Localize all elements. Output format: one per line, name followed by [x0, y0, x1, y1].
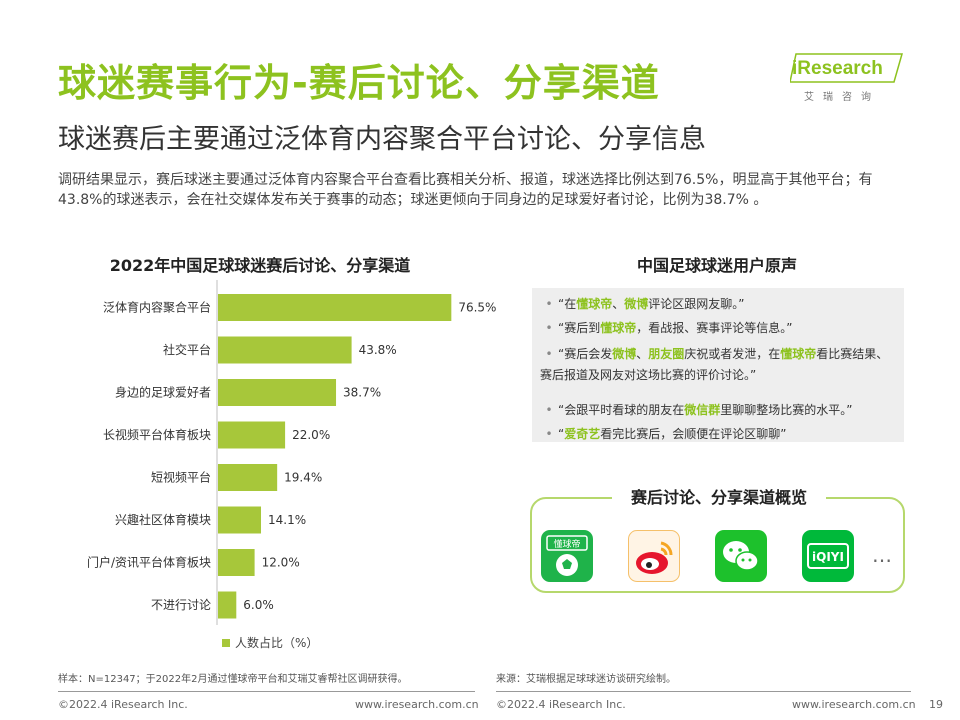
voices-title: 中国足球球迷用户原声: [636, 256, 797, 275]
wechat-app-icon: [715, 530, 767, 582]
logo-graphic: [790, 53, 903, 83]
bar: [218, 379, 337, 406]
data-label: 22.0%: [292, 428, 330, 442]
legend-label: 人数占比（%）: [235, 636, 319, 650]
bar: [218, 591, 237, 619]
highlight-brand: 懂球帝: [576, 297, 613, 311]
channels-title: 赛后讨论、分享渠道概览: [612, 484, 826, 508]
quote-text: “: [558, 427, 565, 441]
more-icon: …: [872, 543, 892, 567]
bullet-icon: •: [545, 297, 553, 311]
highlight-brand: 懂球帝: [780, 347, 817, 361]
quote-text: “在: [558, 297, 577, 311]
iqiyi-icon: iQIYI: [807, 543, 849, 569]
quote-text: 、: [612, 297, 625, 311]
footer-copyright: ©2022.4 iResearch Inc.: [58, 698, 188, 711]
category-label: 泛体育内容聚合平台: [103, 300, 211, 315]
highlight-brand: 爱奇艺: [564, 427, 601, 441]
quote-text: 庆祝或者发泄，在: [684, 347, 781, 361]
weibo-icon: [636, 541, 673, 574]
highlight-brand: 朋友圈: [648, 347, 685, 361]
highlight-brand: 微博: [612, 347, 637, 361]
voice-quote: • “爱奇艺看完比赛后，会顺便在评论区聊聊”: [540, 424, 900, 445]
category-label: 短视频平台: [151, 470, 211, 485]
bar: [218, 464, 278, 491]
category-label: 长视频平台体育板块: [103, 427, 211, 442]
footer-url: www.iresearch.com.cn: [355, 698, 479, 711]
quote-text: 看比赛结果、赛后报道及网友对这场比赛的评价讨论。”: [540, 347, 889, 382]
iqiyi-label: iQIYI: [812, 550, 844, 564]
dongqiudi-label: 懂球帝: [553, 538, 580, 550]
data-label: 19.4%: [284, 471, 322, 485]
wechat-icon: [723, 541, 759, 571]
voice-quote: • “在懂球帝、微博评论区跟网友聊。”: [540, 294, 900, 315]
data-label: 12.0%: [262, 556, 300, 570]
category-label: 身边的足球爱好者: [115, 385, 211, 400]
bullet-icon: •: [545, 347, 553, 361]
category-label: 门户/资讯平台体育板块: [87, 555, 211, 570]
category-label: 兴趣社区体育模块: [115, 512, 211, 527]
bar: [218, 336, 352, 364]
bullet-icon: •: [545, 403, 553, 417]
bar: [218, 549, 255, 576]
logo-cn-text: 艾瑞咨询: [804, 92, 880, 103]
legend-swatch: [222, 639, 230, 647]
dongqiudi-icon: 懂球帝: [546, 535, 588, 576]
voice-quote: • “会跟平时看球的朋友在微信群里聊聊整场比赛的水平。”: [540, 400, 900, 421]
iresearch-logo: iResearch 艾瑞咨询: [790, 50, 910, 106]
highlight-brand: 微博: [624, 297, 649, 311]
bar: [218, 506, 262, 534]
footer-copyright: ©2022.4 iResearch Inc.: [496, 698, 626, 711]
chart-title: 2022年中国足球球迷赛后讨论、分享渠道: [109, 256, 411, 275]
footer-divider: [496, 691, 911, 692]
quote-text: 、: [636, 347, 649, 361]
highlight-brand: 懂球帝: [600, 321, 637, 335]
bar: [218, 294, 452, 321]
quote-text: 评论区跟网友聊。”: [648, 297, 745, 311]
highlight-brand: 微信群: [684, 403, 721, 417]
iqiyi-app-icon: iQIYI: [802, 530, 854, 582]
voice-quote: • “赛后到懂球帝，看战报、赛事评论等信息。”: [540, 318, 900, 339]
category-label: 社交平台: [163, 342, 211, 357]
data-label: 6.0%: [243, 598, 273, 612]
bullet-icon: •: [545, 427, 553, 441]
data-label: 38.7%: [343, 386, 381, 400]
intro-paragraph: 调研结果显示，赛后球迷主要通过泛体育内容聚合平台查看比赛相关分析、报道，球迷选择…: [58, 172, 873, 208]
footer-divider: [58, 691, 475, 692]
quote-text: “赛后会发: [558, 347, 613, 361]
quote-text: “赛后到: [558, 321, 601, 335]
footer-url: www.iresearch.com.cn: [792, 698, 916, 711]
voice-quote: • “赛后会发微博、朋友圈庆祝或者发泄，在懂球帝看比赛结果、赛后报道及网友对这场比…: [540, 344, 900, 386]
source-note: 来源：艾瑞根据足球球迷访谈研究绘制。: [496, 674, 676, 685]
data-label: 76.5%: [458, 301, 496, 315]
quote-text: 里聊聊整场比赛的水平。”: [720, 403, 853, 417]
page-number: 19: [929, 698, 943, 711]
quote-text: 看完比赛后，会顺便在评论区聊聊”: [600, 427, 787, 441]
data-label: 43.8%: [359, 343, 397, 357]
quote-text: ，看战报、赛事评论等信息。”: [636, 321, 793, 335]
voices-box: • “在懂球帝、微博评论区跟网友聊。” • “赛后到懂球帝，看战报、赛事评论等信息。”…: [532, 288, 904, 442]
page-subtitle: 球迷赛后主要通过泛体育内容聚合平台讨论、分享信息: [58, 124, 706, 155]
category-label: 不进行讨论: [151, 598, 211, 612]
page-title: 球迷赛事行为-赛后讨论、分享渠道: [58, 61, 660, 105]
logo-text: iResearch: [792, 58, 883, 79]
quote-text: “会跟平时看球的朋友在: [558, 403, 685, 417]
data-label: 14.1%: [268, 513, 306, 527]
bullet-icon: •: [545, 321, 553, 335]
sample-note: 样本：N=12347；于2022年2月通过懂球帝平台和艾瑞艾睿帮社区调研获得。: [58, 674, 408, 685]
chart-legend: 人数占比（%）: [222, 634, 318, 651]
weibo-app-icon: [628, 530, 680, 582]
dongqiudi-app-icon: 懂球帝: [541, 530, 593, 582]
bar-chart: 泛体育内容聚合平台 76.5% 社交平台 43.8% 身边的足球爱好者 38.7% 长视频平…: [87, 280, 496, 625]
bar: [218, 421, 286, 449]
